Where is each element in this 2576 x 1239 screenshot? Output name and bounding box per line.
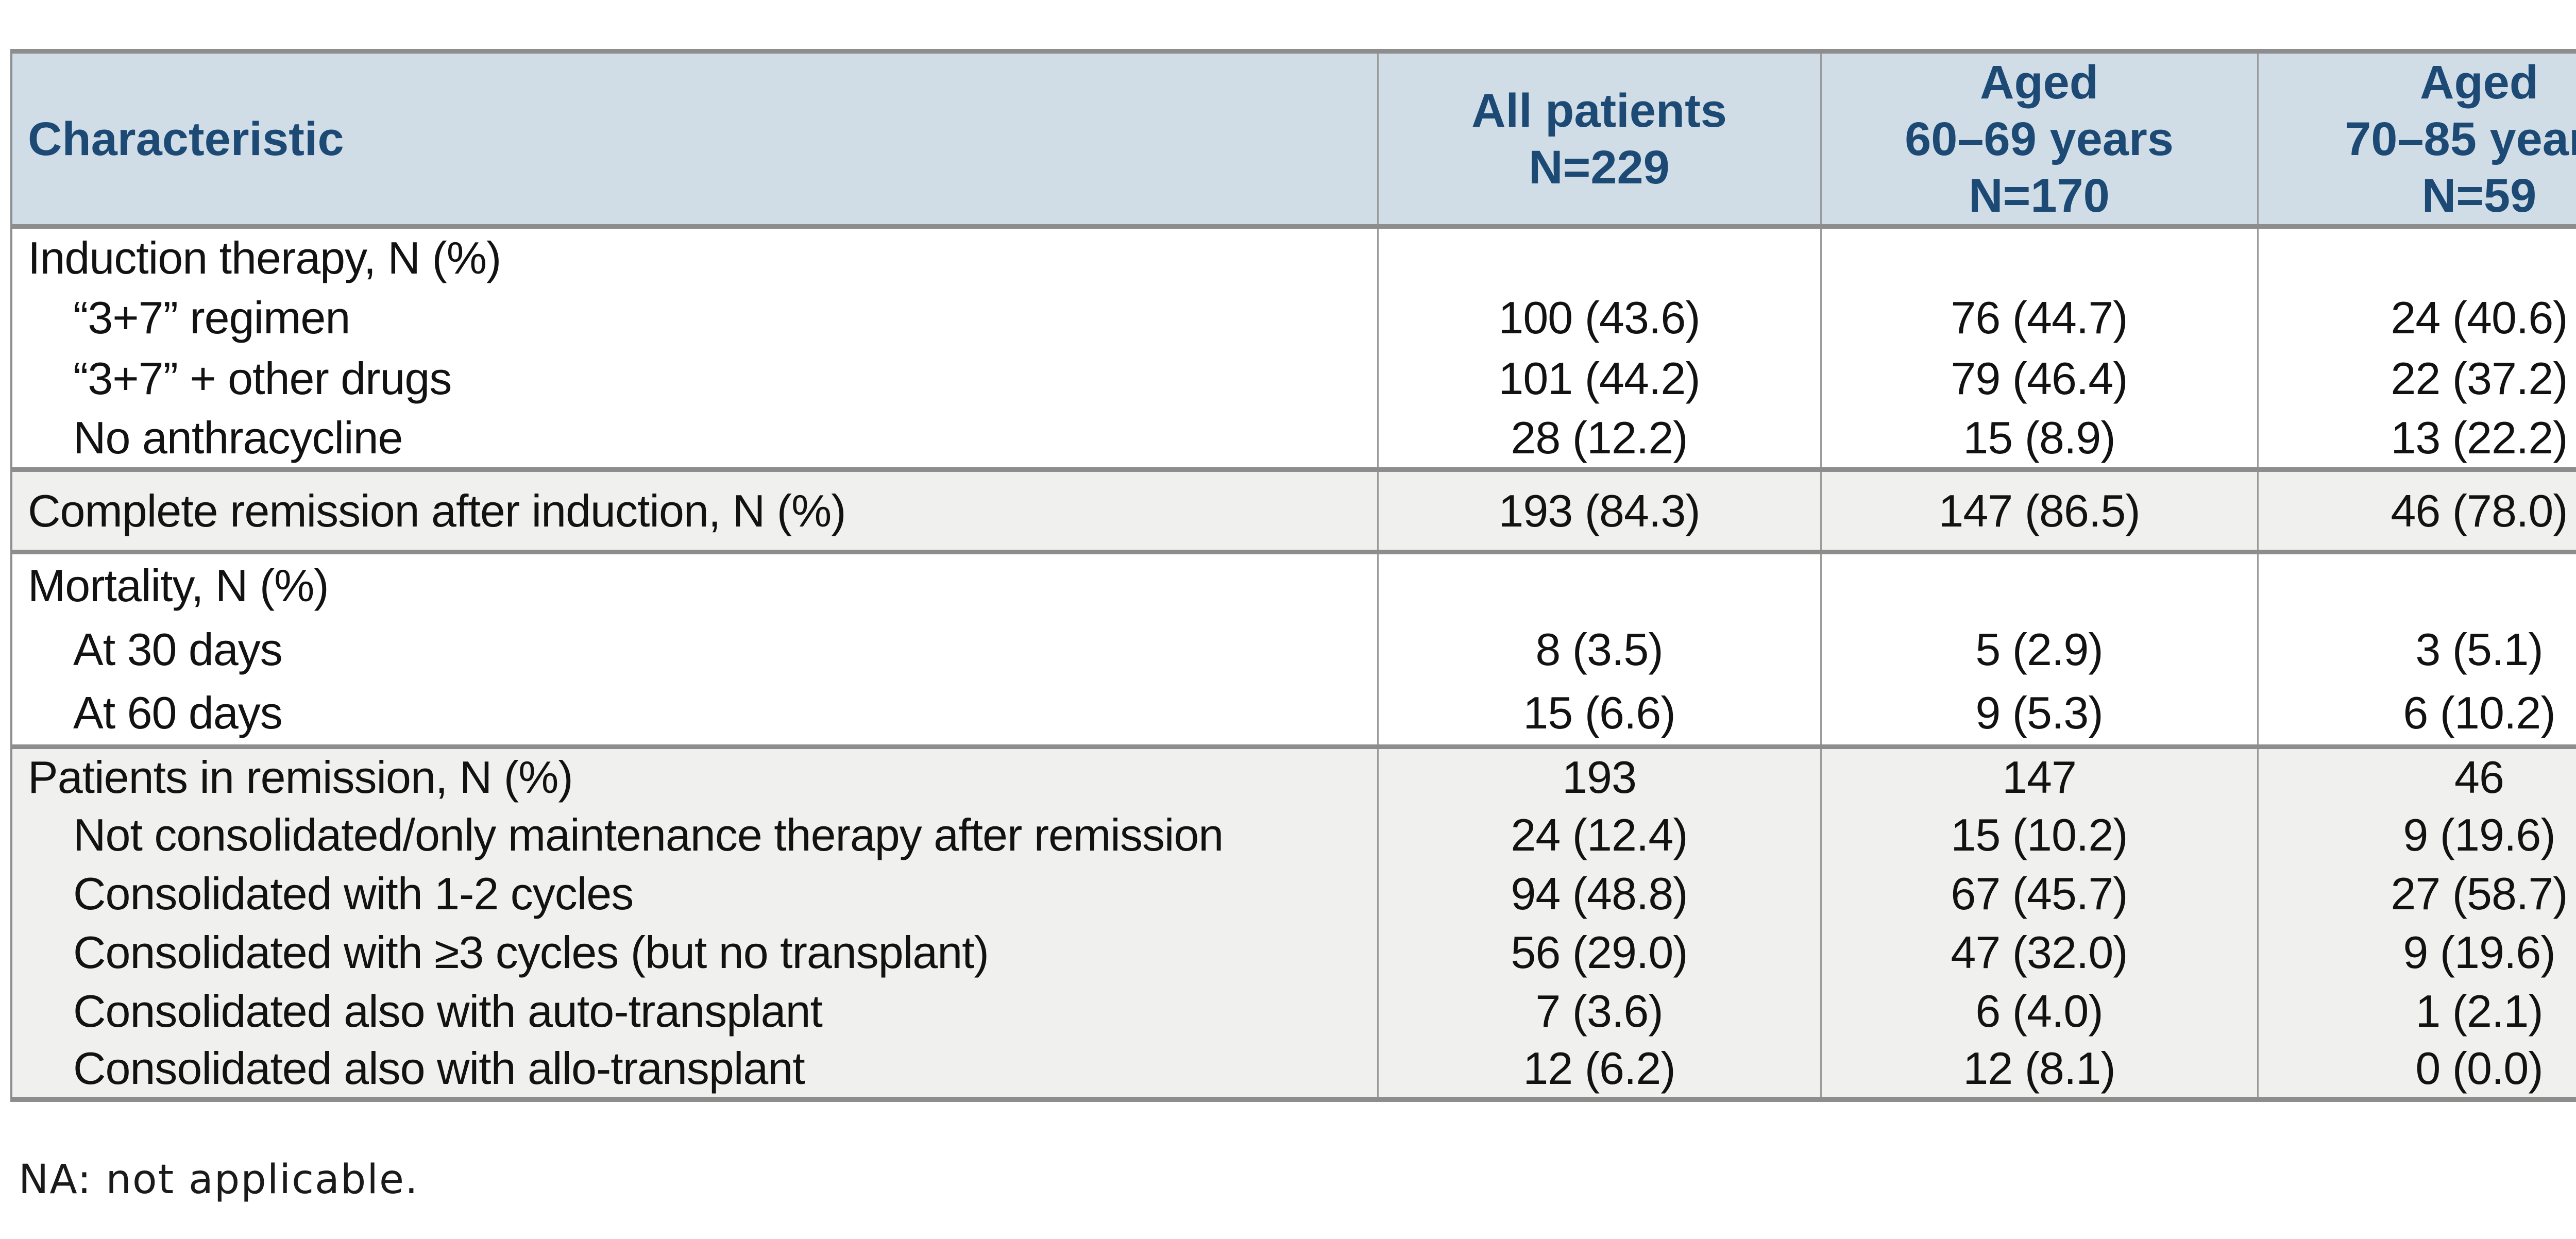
cell-all-patients: 7 (3.6)	[1377, 981, 1821, 1041]
header-line: N=229	[1529, 141, 1670, 194]
row-label: Complete remission after induction, N (%…	[11, 467, 1378, 552]
table-row: Mortality, N (%)	[11, 550, 2576, 617]
header-aged-60-69: Aged 60–69 years N=170	[1820, 51, 2258, 227]
row-label: At 60 days	[73, 687, 283, 739]
header-line: 70–85 years	[2345, 112, 2576, 165]
table-row: Induction therapy, N (%) 0.04	[11, 224, 2576, 287]
cell-aged-70-85: 3 (5.1)	[2257, 617, 2576, 682]
cell-aged-70-85	[2257, 224, 2576, 287]
cell-all-patients: 15 (6.6)	[1377, 682, 1821, 747]
table-row: Consolidated with ≥3 cycles (but no tran…	[11, 923, 2576, 982]
table-row: Complete remission after induction, N (%…	[11, 467, 2576, 552]
cell-aged-60-69	[1820, 550, 2258, 617]
header-line: All patients	[1471, 84, 1727, 137]
header-line: Aged	[2420, 56, 2538, 109]
table-row: At 30 days 8 (3.5) 5 (2.9) 3 (5.1) 0.428	[11, 617, 2576, 682]
row-label: “3+7” + other drugs	[73, 352, 452, 404]
row-label: At 30 days	[73, 623, 283, 675]
cell-aged-60-69: 147	[1820, 744, 2258, 806]
header-all-patients: All patients N=229	[1377, 51, 1821, 227]
row-label: No anthracycline	[73, 412, 403, 464]
cell-aged-70-85: 0 (0.0)	[2257, 1040, 2576, 1099]
cell-all-patients: 12 (6.2)	[1377, 1040, 1821, 1099]
cell-aged-60-69: 12 (8.1)	[1820, 1040, 2258, 1099]
cell-aged-70-85: 13 (22.2)	[2257, 409, 2576, 470]
row-label: Consolidated also with allo-transplant	[11, 1040, 1378, 1099]
cell-all-patients: 24 (12.4)	[1377, 805, 1821, 864]
cell-all-patients: 100 (43.6)	[1377, 287, 1821, 348]
cell-all-patients: 8 (3.5)	[1377, 617, 1821, 682]
cell-aged-70-85: 9 (19.6)	[2257, 805, 2576, 864]
row-label: Induction therapy, N (%)	[11, 224, 1378, 287]
cell-aged-60-69: 6 (4.0)	[1820, 981, 2258, 1041]
cell-all-patients: 193	[1377, 744, 1821, 806]
cell-aged-70-85: 22 (37.2)	[2257, 348, 2576, 409]
cell-aged-70-85: 1 (2.1)	[2257, 981, 2576, 1041]
row-label: Consolidated also with auto-transplant	[11, 981, 1378, 1041]
table-row: “3+7” regimen 100 (43.6) 76 (44.7) 24 (4…	[11, 287, 2576, 348]
cell-all-patients	[1377, 550, 1821, 617]
cell-aged-60-69: 15 (10.2)	[1820, 805, 2258, 864]
row-label: Consolidated with ≥3 cycles (but no tran…	[11, 923, 1378, 982]
cell-aged-60-69: 9 (5.3)	[1820, 682, 2258, 747]
table-row: At 60 days 15 (6.6) 9 (5.3) 6 (10.2) 0.2…	[11, 682, 2576, 747]
cell-aged-70-85: 9 (19.6)	[2257, 923, 2576, 982]
cell-all-patients	[1377, 224, 1821, 287]
cell-all-patients: 94 (48.8)	[1377, 864, 1821, 923]
cell-aged-60-69: 79 (46.4)	[1820, 348, 2258, 409]
cell-all-patients: 193 (84.3)	[1377, 467, 1821, 552]
cell-all-patients: 101 (44.2)	[1377, 348, 1821, 409]
cell-aged-60-69: 15 (8.9)	[1820, 409, 2258, 470]
cell-all-patients: 56 (29.0)	[1377, 923, 1821, 982]
header-line: Characteristic	[28, 112, 344, 165]
row-label: Not consolidated/only maintenance therap…	[11, 805, 1378, 864]
cell-aged-70-85	[2257, 550, 2576, 617]
cell-aged-60-69: 76 (44.7)	[1820, 287, 2258, 348]
table-row: Not consolidated/only maintenance therap…	[11, 805, 2576, 864]
cell-aged-70-85: 24 (40.6)	[2257, 287, 2576, 348]
header-line: N=170	[1969, 169, 2110, 222]
cell-all-patients: 28 (12.2)	[1377, 409, 1821, 470]
cell-aged-60-69: 47 (32.0)	[1820, 923, 2258, 982]
cell-aged-60-69: 5 (2.9)	[1820, 617, 2258, 682]
header-line: N=59	[2421, 169, 2537, 222]
table-row: “3+7” + other drugs 101 (44.2) 79 (46.4)…	[11, 348, 2576, 409]
header-line: Aged	[1980, 56, 2098, 109]
cell-aged-60-69: 67 (45.7)	[1820, 864, 2258, 923]
table-row: No anthracycline 28 (12.2) 15 (8.9) 13 (…	[11, 409, 2576, 470]
row-label: Mortality, N (%)	[11, 550, 1378, 617]
cell-aged-60-69: 147 (86.5)	[1820, 467, 2258, 552]
cell-aged-70-85: 6 (10.2)	[2257, 682, 2576, 747]
table-row: Patients in remission, N (%) 193 147 46 …	[11, 744, 2576, 806]
row-label: Patients in remission, N (%)	[11, 744, 1378, 806]
cell-aged-70-85: 46	[2257, 744, 2576, 806]
table-row: Consolidated with 1-2 cycles 94 (48.8) 6…	[11, 864, 2576, 923]
header-aged-70-85: Aged 70–85 years N=59	[2257, 51, 2576, 227]
header-row: Characteristic All patients N=229 Aged 6…	[11, 51, 2576, 227]
table-row: Consolidated also with allo-transplant 1…	[11, 1040, 2576, 1099]
header-characteristic: Characteristic	[11, 51, 1378, 227]
cell-aged-70-85: 27 (58.7)	[2257, 864, 2576, 923]
row-label: “3+7” regimen	[73, 292, 350, 343]
header-line: 60–69 years	[1905, 112, 2174, 165]
cell-aged-60-69	[1820, 224, 2258, 287]
row-label: Consolidated with 1-2 cycles	[11, 864, 1378, 923]
table-footnote: NA: not applicable.	[19, 1157, 419, 1203]
patient-characteristics-table: Characteristic All patients N=229 Aged 6…	[10, 49, 2576, 1102]
table-row: Consolidated also with auto-transplant 7…	[11, 981, 2576, 1041]
cell-aged-70-85: 46 (78.0)	[2257, 467, 2576, 552]
